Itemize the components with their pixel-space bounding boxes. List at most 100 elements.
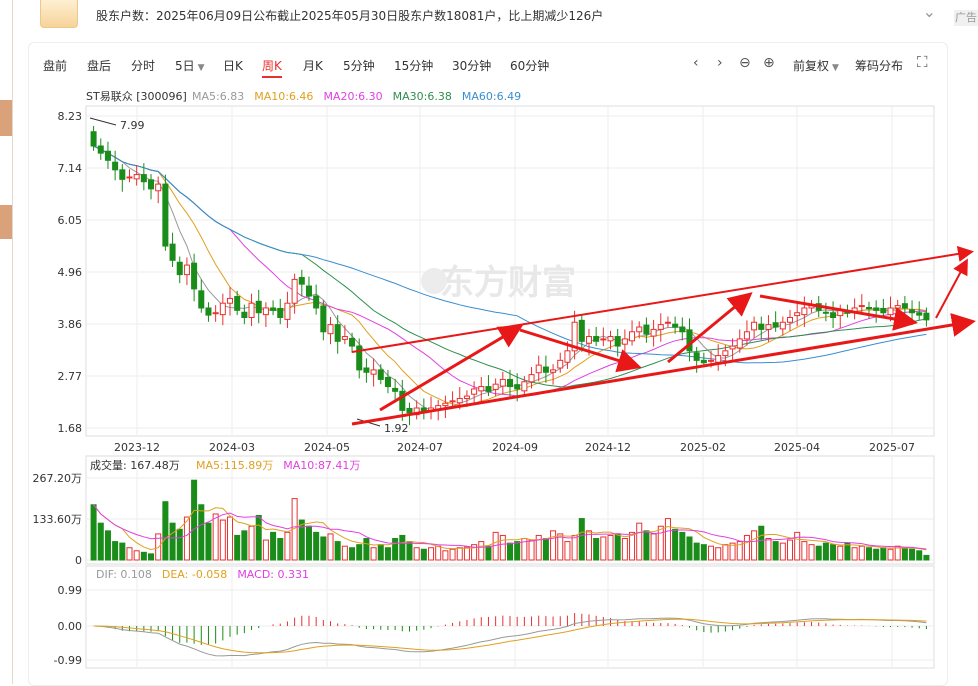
- volume-bar: [212, 513, 219, 561]
- high-annotation: 7.99: [120, 119, 145, 132]
- volume-bar: [176, 528, 183, 561]
- price-tick-label: 3.86: [58, 318, 83, 331]
- candle-body: [715, 355, 722, 363]
- candle-body: [557, 359, 564, 369]
- price-tick-label: 2.77: [58, 370, 83, 383]
- candle-body: [693, 352, 700, 361]
- volume-bar: [413, 547, 420, 561]
- volume-bar: [909, 548, 916, 561]
- candle-body: [801, 307, 808, 316]
- volume-bar: [650, 533, 657, 561]
- tab-monthly-k[interactable]: 月K: [303, 59, 323, 73]
- candle-body: [363, 367, 370, 373]
- macd-tick-label: -0.99: [54, 654, 82, 667]
- tab-5day[interactable]: 5日 ▼: [175, 57, 205, 74]
- price-tick-label: 8.23: [58, 110, 83, 123]
- ad-badge: 广告: [954, 10, 978, 26]
- tab-5day-label: 5日: [175, 59, 195, 73]
- ma-legend-item: MA5:6.83: [192, 90, 244, 103]
- tab-15min[interactable]: 15分钟: [394, 59, 434, 73]
- volume-bar: [471, 544, 478, 561]
- volume-bar: [248, 525, 255, 561]
- volume-bar: [133, 550, 140, 561]
- expand-chevron-icon[interactable]: ⌄: [922, 2, 936, 21]
- volume-bar: [169, 522, 176, 561]
- volume-bar: [97, 522, 104, 561]
- chevron-right-icon[interactable]: ›: [717, 55, 723, 71]
- volume-ma-lines: [93, 504, 927, 551]
- candle-body: [657, 324, 664, 330]
- volume-bar: [148, 553, 155, 561]
- volume-bar: [593, 538, 600, 561]
- candle-body: [564, 350, 571, 363]
- volume-bar: [370, 547, 377, 561]
- left-strip-block: [0, 205, 12, 239]
- tab-30min[interactable]: 30分钟: [452, 59, 492, 73]
- time-tick-label: 2023-12: [114, 441, 160, 454]
- volume-bar: [679, 531, 686, 561]
- volume-bar: [751, 530, 758, 561]
- time-tick-label: 2024-05: [304, 441, 350, 454]
- tab-intraday[interactable]: 分时: [131, 59, 156, 73]
- zoom-in-icon[interactable]: ⊕: [763, 55, 775, 71]
- volume-bar: [686, 536, 693, 561]
- fullscreen-icon[interactable]: ⛶: [917, 53, 928, 71]
- candle-body: [219, 302, 226, 316]
- candle-body: [686, 329, 693, 352]
- volume-bar: [219, 519, 226, 561]
- candle-body: [521, 381, 528, 392]
- volume-ma-line-10: [93, 504, 927, 550]
- adjust-select[interactable]: 前复权 ▼: [793, 57, 839, 74]
- volume-bar: [435, 545, 442, 561]
- macd-tick-label: 0.99: [58, 584, 83, 597]
- candle-body: [305, 285, 312, 297]
- dif-line: [93, 617, 927, 657]
- volume-bar: [349, 547, 356, 561]
- chevron-left-icon[interactable]: ‹: [693, 55, 699, 71]
- volume-bar: [865, 547, 872, 561]
- volume-bar: [320, 536, 327, 561]
- chip-distribution-button[interactable]: 筹码分布: [855, 59, 904, 73]
- macd-legend-item: DIF: 0.108: [96, 568, 152, 581]
- macd-legend-item: MACD: 0.331: [237, 568, 309, 581]
- tab-60min[interactable]: 60分钟: [510, 59, 550, 73]
- candle-body: [320, 305, 327, 333]
- macd-legend: DIF: 0.108 DEA: -0.058 MACD: 0.331: [96, 568, 309, 581]
- volume-bar: [341, 545, 348, 561]
- tab-afterhours[interactable]: 盘后: [87, 59, 112, 73]
- candle-body: [779, 321, 786, 330]
- macd-lines: [93, 617, 927, 657]
- candle-body: [313, 295, 320, 309]
- tab-weekly-k[interactable]: 周K: [262, 57, 282, 78]
- candle-body: [621, 338, 628, 345]
- notice-bar: 股东户数：2025年06月09日公布截止2025年05月30日股东户数18081…: [28, 0, 940, 32]
- candle-body: [90, 131, 97, 147]
- candle-body: [155, 183, 162, 192]
- tab-5min[interactable]: 5分钟: [343, 59, 375, 73]
- volume-bar: [779, 542, 786, 561]
- candle-body: [722, 350, 729, 357]
- candle-body: [865, 306, 872, 309]
- volume-bar: [657, 525, 664, 561]
- volume-title: 成交量: 167.48万: [90, 458, 180, 472]
- candle-body: [169, 243, 176, 261]
- lower-channel-arrow: [351, 313, 976, 426]
- volume-bar: [126, 547, 133, 561]
- price-axis-ticks: 8.23 7.14 6.05 4.96 3.86 2.77 1.68: [58, 110, 83, 435]
- volume-tick-label: 133.60万: [33, 513, 83, 526]
- zoom-out-icon[interactable]: ⊖: [739, 55, 751, 71]
- volume-tick-label: 267.20万: [33, 472, 83, 485]
- volume-legend-item: MA5:115.89万: [196, 459, 273, 472]
- price-tick-label: 6.05: [58, 214, 83, 227]
- candle-body: [550, 369, 557, 373]
- volume-bar: [112, 541, 119, 561]
- volume-bar: [449, 548, 456, 561]
- volume-bar: [428, 547, 435, 561]
- candle-body: [578, 319, 585, 342]
- candle-body: [356, 345, 363, 371]
- tab-daily-k[interactable]: 日K: [223, 59, 243, 73]
- tab-premarket[interactable]: 盘前: [43, 59, 68, 73]
- high-annotation-line: [89, 117, 117, 126]
- volume-bar: [557, 533, 564, 561]
